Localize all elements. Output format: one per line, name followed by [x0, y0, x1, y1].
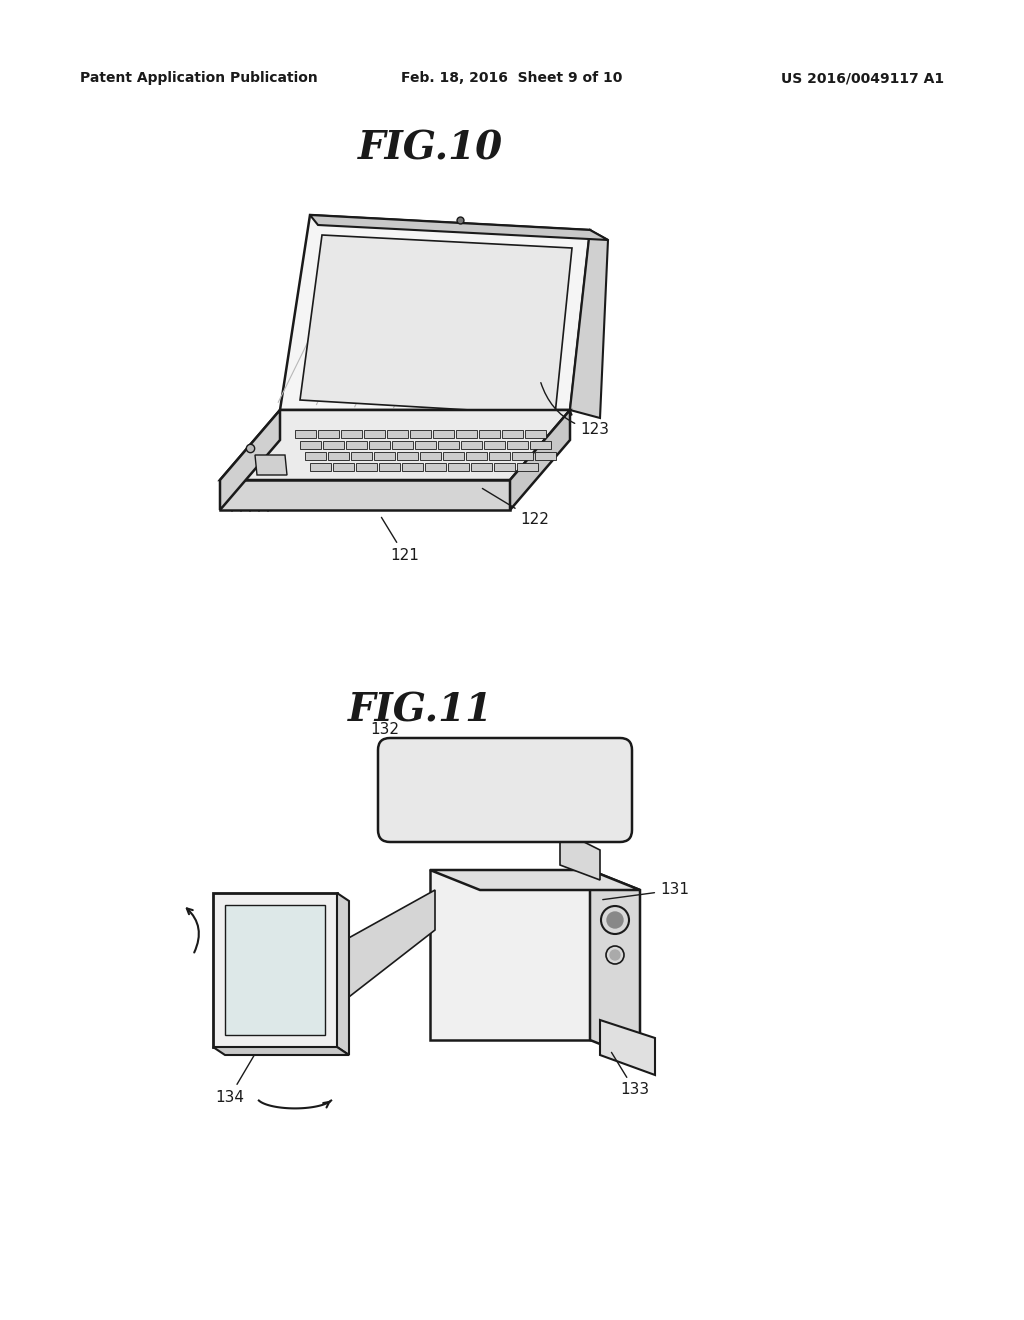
Polygon shape — [489, 451, 510, 459]
Polygon shape — [345, 890, 435, 1001]
Polygon shape — [280, 215, 590, 411]
Text: 131: 131 — [603, 883, 689, 900]
Polygon shape — [351, 451, 372, 459]
Polygon shape — [379, 463, 400, 471]
Polygon shape — [430, 870, 640, 890]
Polygon shape — [510, 411, 570, 510]
Polygon shape — [225, 906, 325, 1035]
Polygon shape — [433, 430, 454, 438]
Text: 132: 132 — [370, 722, 417, 759]
Polygon shape — [494, 463, 515, 471]
Polygon shape — [213, 894, 337, 1047]
Polygon shape — [530, 441, 551, 449]
Polygon shape — [318, 430, 339, 438]
Polygon shape — [466, 451, 487, 459]
Text: 123: 123 — [541, 383, 609, 437]
Polygon shape — [525, 430, 546, 438]
Polygon shape — [517, 463, 538, 471]
Polygon shape — [255, 455, 287, 475]
Polygon shape — [449, 463, 469, 471]
Polygon shape — [220, 480, 510, 510]
Polygon shape — [213, 1047, 349, 1055]
Text: FIG.11: FIG.11 — [347, 690, 493, 729]
Polygon shape — [512, 451, 534, 459]
Text: 134: 134 — [215, 1039, 263, 1105]
Polygon shape — [310, 215, 608, 240]
Text: Patent Application Publication: Patent Application Publication — [80, 71, 317, 84]
Polygon shape — [220, 411, 570, 480]
Polygon shape — [535, 451, 556, 459]
Polygon shape — [443, 451, 464, 459]
Polygon shape — [425, 463, 446, 471]
Polygon shape — [295, 430, 316, 438]
Polygon shape — [410, 430, 431, 438]
Polygon shape — [300, 441, 321, 449]
Polygon shape — [507, 441, 528, 449]
Polygon shape — [570, 230, 608, 418]
Text: 121: 121 — [382, 517, 419, 562]
Polygon shape — [502, 430, 523, 438]
Text: 133: 133 — [611, 1052, 649, 1097]
Circle shape — [607, 912, 623, 928]
Polygon shape — [333, 463, 354, 471]
Polygon shape — [438, 441, 459, 449]
Polygon shape — [323, 441, 344, 449]
Polygon shape — [397, 451, 418, 459]
Polygon shape — [430, 870, 590, 1040]
Polygon shape — [364, 430, 385, 438]
Circle shape — [610, 950, 620, 960]
Polygon shape — [280, 411, 572, 414]
Polygon shape — [484, 441, 505, 449]
Polygon shape — [374, 451, 395, 459]
Polygon shape — [341, 430, 362, 438]
Polygon shape — [590, 870, 640, 1060]
FancyBboxPatch shape — [378, 738, 632, 842]
Polygon shape — [387, 430, 408, 438]
Text: 122: 122 — [482, 488, 549, 528]
Polygon shape — [560, 830, 600, 880]
Polygon shape — [369, 441, 390, 449]
Text: FIG.10: FIG.10 — [357, 129, 503, 168]
Polygon shape — [220, 411, 280, 510]
Polygon shape — [356, 463, 377, 471]
Polygon shape — [600, 1020, 655, 1074]
Polygon shape — [310, 463, 331, 471]
Polygon shape — [420, 451, 441, 459]
Polygon shape — [415, 441, 436, 449]
Polygon shape — [456, 430, 477, 438]
Polygon shape — [346, 441, 367, 449]
Polygon shape — [479, 430, 500, 438]
Polygon shape — [300, 235, 572, 414]
Polygon shape — [402, 463, 423, 471]
Polygon shape — [305, 451, 326, 459]
Text: US 2016/0049117 A1: US 2016/0049117 A1 — [781, 71, 944, 84]
Polygon shape — [392, 441, 413, 449]
Polygon shape — [461, 441, 482, 449]
Text: Feb. 18, 2016  Sheet 9 of 10: Feb. 18, 2016 Sheet 9 of 10 — [401, 71, 623, 84]
Polygon shape — [337, 894, 349, 1055]
Polygon shape — [328, 451, 349, 459]
Polygon shape — [471, 463, 492, 471]
